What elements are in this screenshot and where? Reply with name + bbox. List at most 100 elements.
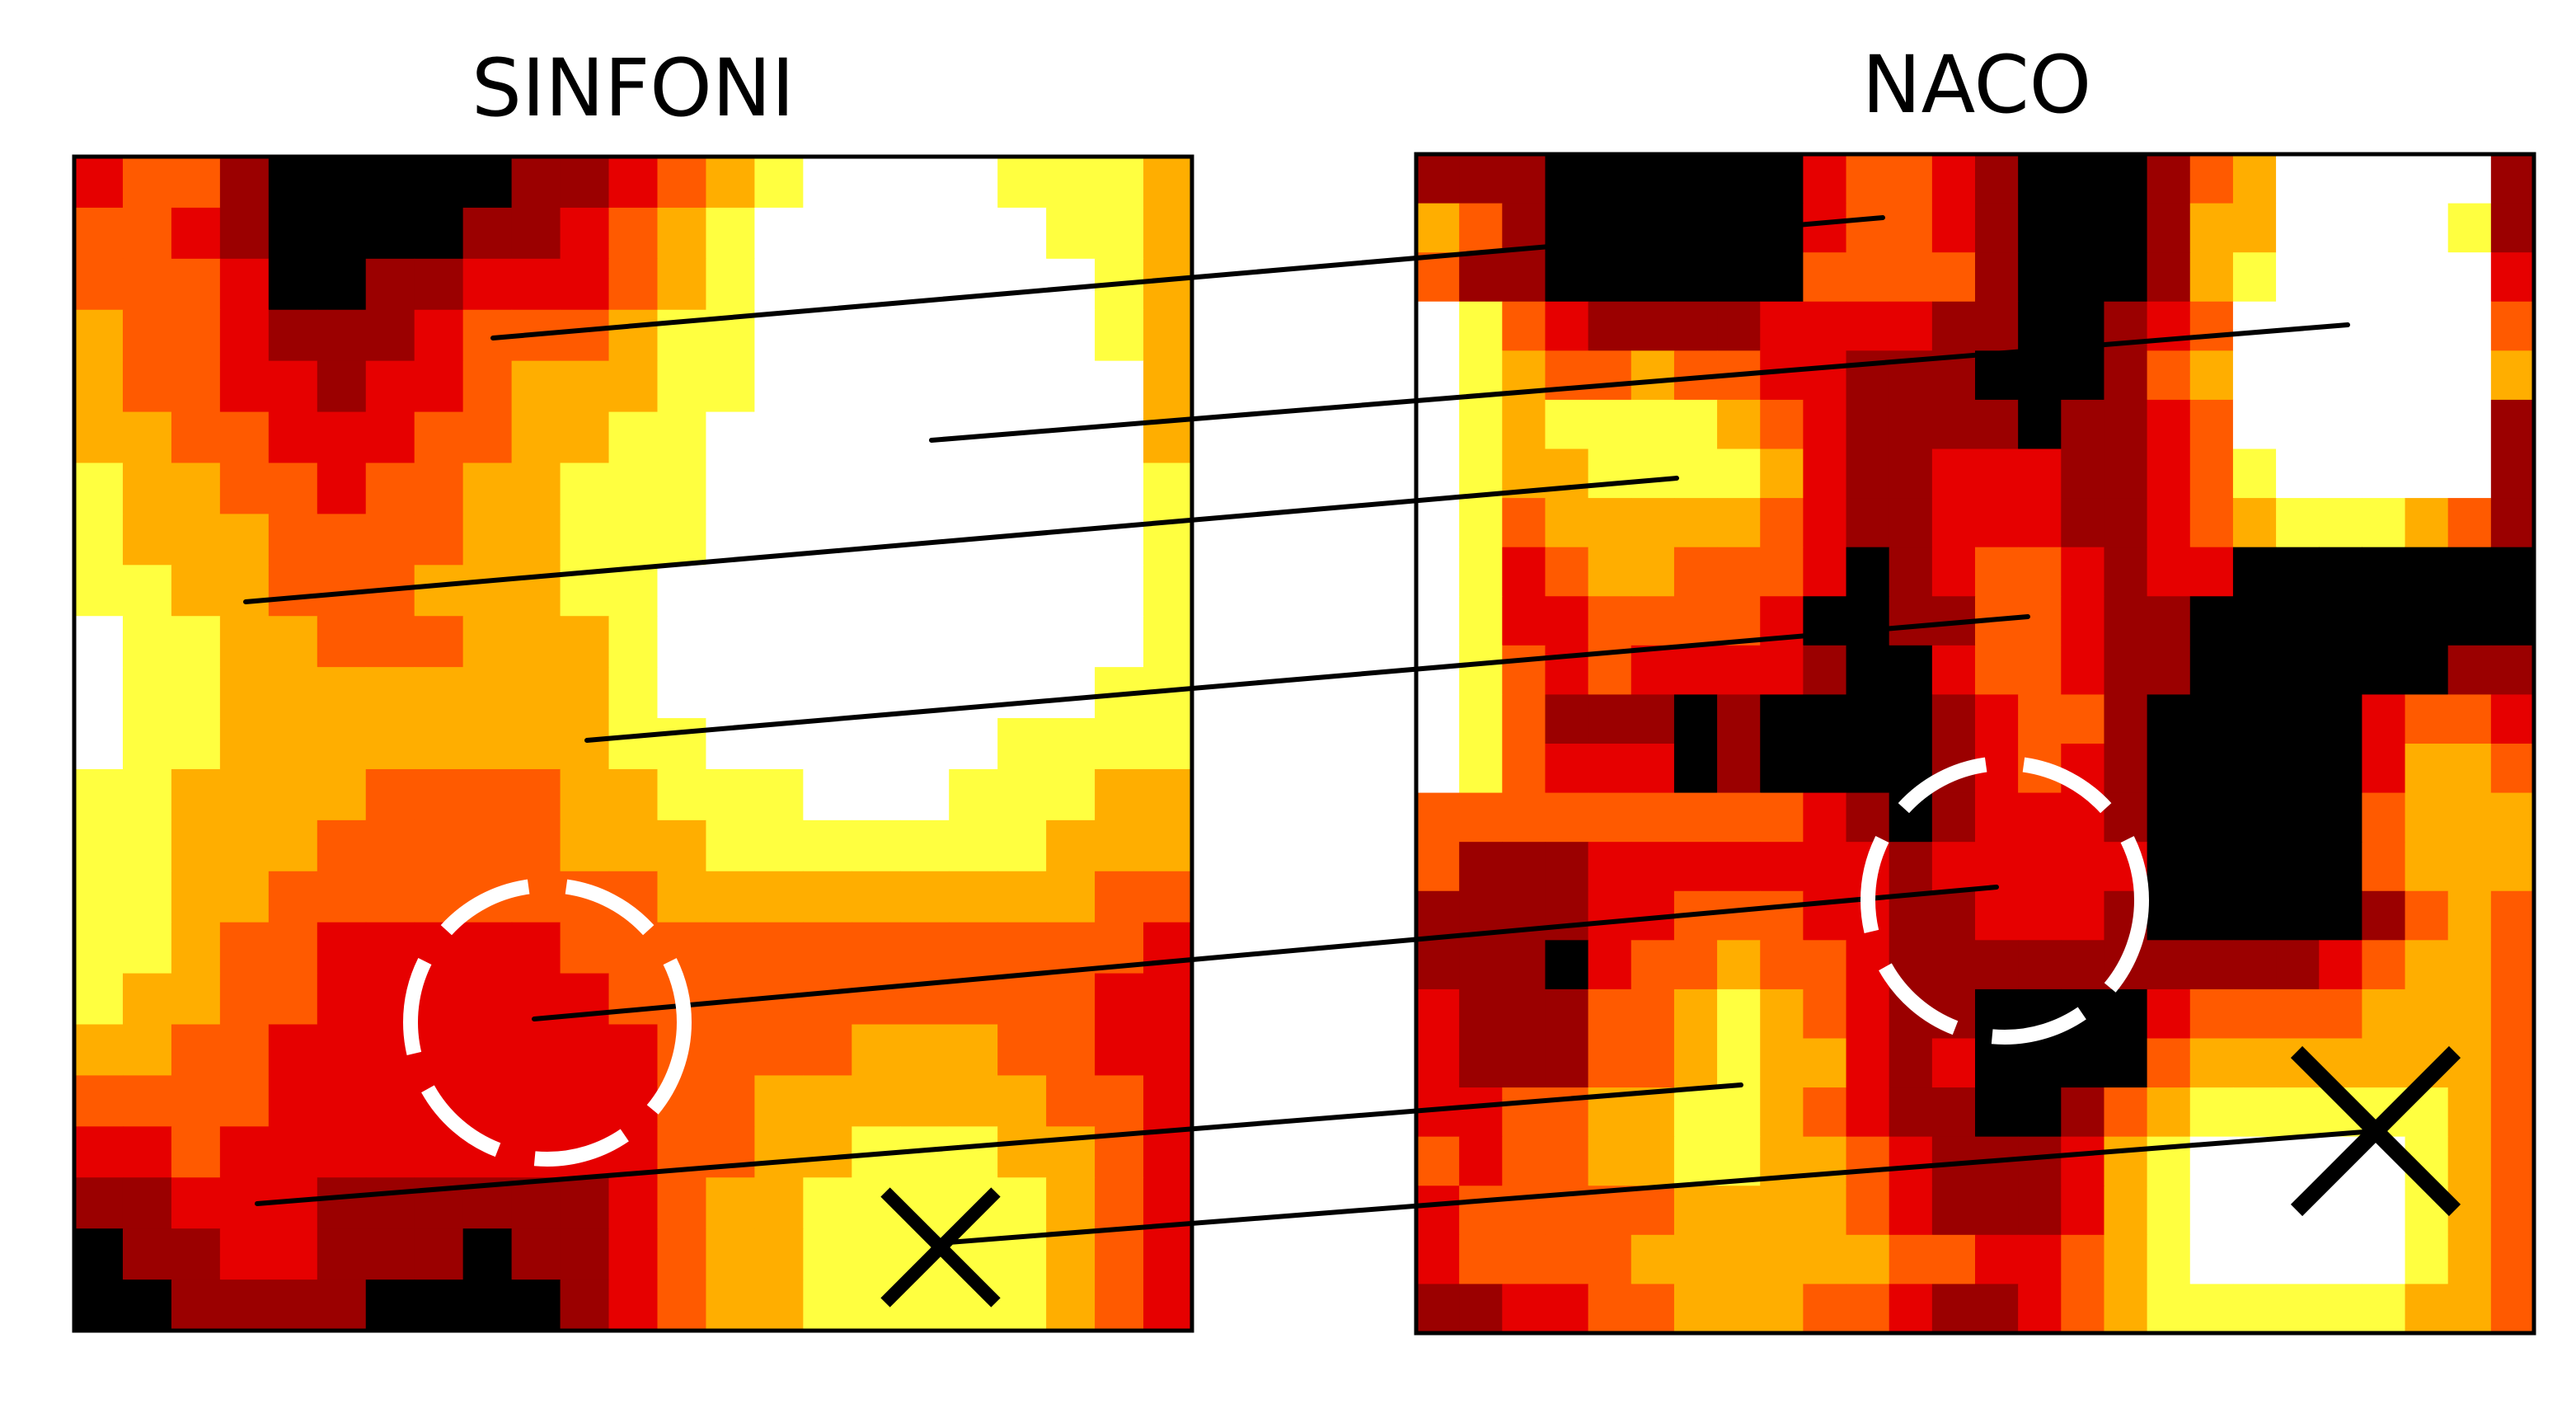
naco-heatmap-cell <box>2147 694 2191 744</box>
sinfoni-heatmap-cell <box>657 514 707 566</box>
naco-heatmap-cell <box>2061 1186 2105 1236</box>
naco-heatmap-cell <box>2147 399 2191 450</box>
sinfoni-heatmap-cell <box>997 1075 1047 1127</box>
naco-heatmap-cell <box>1846 1038 1890 1088</box>
naco-heatmap-cell <box>2276 448 2320 499</box>
sinfoni-heatmap-cell <box>365 616 415 668</box>
naco-heatmap-cell <box>2362 890 2406 941</box>
naco-heatmap-cell <box>1760 448 1804 499</box>
sinfoni-heatmap-cell <box>414 667 464 719</box>
sinfoni-heatmap-cell <box>608 463 659 514</box>
sinfoni-heatmap-cell <box>949 1126 998 1178</box>
naco-heatmap-cell <box>1416 399 1460 450</box>
naco-heatmap-cell <box>2147 547 2191 597</box>
sinfoni-heatmap-cell <box>268 718 318 770</box>
sinfoni-heatmap-cell <box>122 871 172 923</box>
naco-heatmap-cell <box>1416 252 1460 303</box>
naco-heatmap-cell <box>1545 842 1589 892</box>
naco-heatmap-cell <box>1889 694 1933 744</box>
sinfoni-heatmap-cell <box>803 616 852 668</box>
naco-heatmap-cell <box>1502 596 1546 646</box>
naco-heatmap-cell <box>1545 694 1589 744</box>
naco-heatmap-cell <box>1416 792 1460 843</box>
sinfoni-heatmap-cell <box>268 768 318 821</box>
sinfoni-heatmap-cell <box>657 768 707 821</box>
sinfoni-heatmap-cell <box>365 1228 415 1280</box>
sinfoni-heatmap-cell <box>462 1075 513 1127</box>
naco-heatmap-cell <box>1889 154 1933 204</box>
naco-heatmap-cell <box>2447 448 2492 499</box>
naco-heatmap-cell <box>1545 154 1589 204</box>
naco-heatmap-cell <box>1673 1284 1718 1334</box>
sinfoni-heatmap-cell <box>511 514 561 566</box>
naco-heatmap-cell <box>2018 350 2062 401</box>
naco-heatmap-cell <box>2147 1186 2191 1236</box>
link-line-1 <box>490 215 1885 340</box>
naco-heatmap-cell <box>2147 154 2191 204</box>
naco-heatmap-cell <box>1416 842 1460 892</box>
naco-heatmap-cell <box>2276 940 2320 990</box>
sinfoni-heatmap-cell <box>949 258 998 311</box>
sinfoni-heatmap-cell <box>462 360 513 413</box>
naco-heatmap-cell <box>2490 1087 2535 1138</box>
naco-heatmap-cell <box>2276 645 2320 696</box>
sinfoni-heatmap-cell <box>268 1126 318 1178</box>
sinfoni-heatmap-cell <box>608 1228 659 1280</box>
sinfoni-heatmap-cell <box>1095 309 1144 362</box>
sinfoni-heatmap-cell <box>803 565 852 617</box>
sinfoni-heatmap-cell <box>754 1126 804 1178</box>
naco-heatmap-cell <box>2362 1038 2406 1088</box>
sinfoni-heatmap-cell <box>511 667 561 719</box>
naco-heatmap-cell <box>2189 547 2234 597</box>
sinfoni-heatmap-cell <box>608 819 659 872</box>
naco-heatmap-cell <box>1588 547 1632 597</box>
naco-heatmap-cell <box>1760 744 1804 794</box>
naco-heatmap-cell <box>1975 842 2019 892</box>
naco-heatmap-cell <box>1416 694 1460 744</box>
naco-heatmap-cell <box>1717 842 1761 892</box>
naco-heatmap-cell <box>1459 252 1503 303</box>
naco-heatmap-cell <box>1760 399 1804 450</box>
sinfoni-heatmap-cell <box>608 1280 659 1331</box>
naco-heatmap-cell <box>1502 1087 1546 1138</box>
sinfoni-heatmap-cell <box>706 768 755 821</box>
naco-heatmap-cell <box>2104 154 2148 204</box>
naco-heatmap-cell <box>1760 498 1804 548</box>
naco-heatmap-cell <box>2147 1087 2191 1138</box>
naco-heatmap-cell <box>2276 1234 2320 1285</box>
naco-heatmap-cell <box>2018 694 2062 744</box>
naco-heatmap-cell <box>1502 154 1546 204</box>
sinfoni-heatmap-cell <box>754 565 804 617</box>
sinfoni-heatmap-cell <box>949 309 998 362</box>
sinfoni-heatmap-cell <box>317 973 367 1026</box>
sinfoni-heatmap-cell <box>511 819 561 872</box>
sinfoni-heatmap-cell <box>852 616 901 668</box>
sinfoni-heatmap-cell <box>560 1228 610 1280</box>
naco-heatmap-cell <box>2362 792 2406 843</box>
naco-heatmap-cell <box>2018 890 2062 941</box>
sinfoni-heatmap-cell <box>74 309 124 362</box>
naco-heatmap-cell <box>1459 1087 1503 1138</box>
sinfoni-heatmap-cell <box>852 667 901 719</box>
naco-heatmap-cell <box>2447 988 2492 1040</box>
sinfoni-heatmap-cell <box>560 514 610 566</box>
sinfoni-heatmap-cell <box>852 207 901 260</box>
naco-heatmap-cell <box>1416 448 1460 499</box>
sinfoni-heatmap-cell <box>997 411 1047 464</box>
sinfoni-heatmap-cell <box>365 667 415 719</box>
sinfoni-heatmap-cell <box>317 258 367 311</box>
sinfoni-heatmap-cell <box>219 1228 270 1280</box>
naco-heatmap-cell <box>2319 203 2363 253</box>
naco-heatmap-cell <box>2018 252 2062 303</box>
naco-heatmap-cell <box>1588 448 1632 499</box>
sinfoni-heatmap-cell <box>462 819 513 872</box>
sinfoni-heatmap-cell <box>803 207 852 260</box>
sinfoni-heatmap-cell <box>608 973 659 1026</box>
naco-heatmap-cell <box>2405 1284 2449 1334</box>
sinfoni-frame <box>72 154 1194 1333</box>
naco-heatmap-cell <box>1760 547 1804 597</box>
sinfoni-heatmap-cell <box>317 768 367 821</box>
naco-heatmap-cell <box>1673 203 1718 253</box>
sinfoni-heatmap-cell <box>900 768 950 821</box>
naco-heatmap-cell <box>2319 252 2363 303</box>
